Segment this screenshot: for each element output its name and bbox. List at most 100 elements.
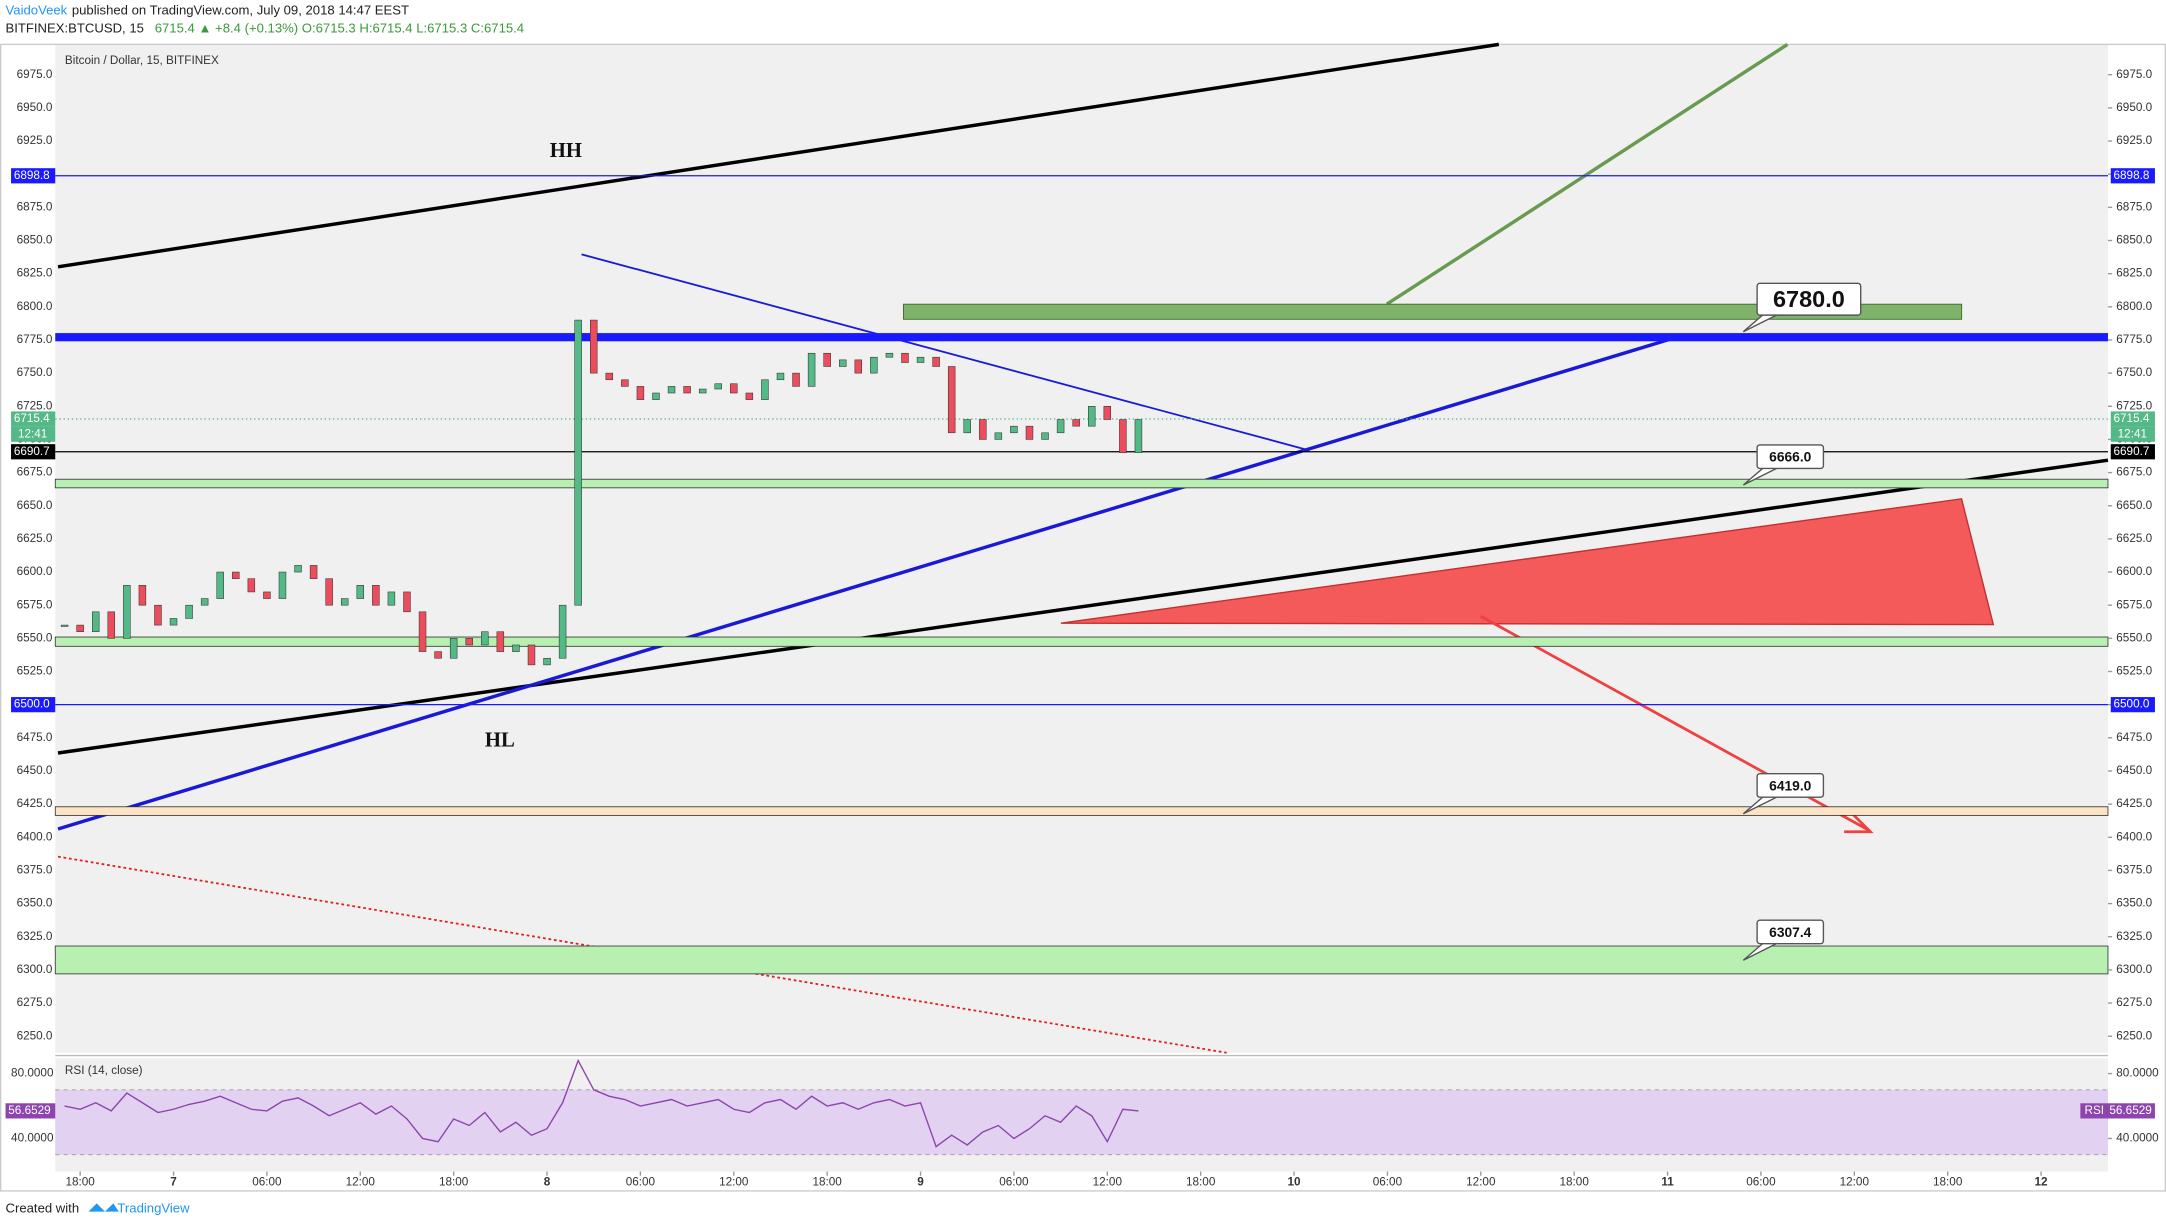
logo: [88, 1203, 119, 1212]
footer-brand[interactable]: TradingView: [117, 1200, 190, 1215]
candle: [823, 352, 831, 367]
y-tick-label: 6975.0: [17, 68, 53, 81]
x-tick-label: 12:00: [346, 1176, 376, 1189]
x-tick-label: 06:00: [626, 1176, 656, 1189]
candle: [916, 356, 925, 363]
rsi-tag-label: 56.6529: [8, 1104, 50, 1117]
annotation: HH: [550, 140, 582, 162]
y-tick-label: 6450.0: [17, 764, 53, 777]
x-tick-label: 18:00: [439, 1176, 469, 1189]
y-tick-label: 6275.0: [17, 996, 53, 1009]
y-tick-label: 6950.0: [2116, 101, 2152, 114]
callout-tail: [1742, 796, 1777, 815]
y-tick-label: 6625.0: [2116, 532, 2152, 545]
countdown-tag: [11, 426, 56, 442]
callout-label: 6666.0: [1769, 449, 1812, 465]
price-tag-label: 6898.8: [14, 169, 50, 182]
y-tick-label: 6250.0: [2116, 1029, 2152, 1042]
x-tick-label: 18:00: [1559, 1176, 1589, 1189]
y-tick-label: 6850.0: [17, 234, 53, 247]
y-tick-label: 6350.0: [2116, 897, 2152, 910]
trend-line: [581, 253, 1310, 452]
candle: [200, 598, 209, 606]
rsi-tag: [2080, 1103, 2155, 1119]
candle: [418, 611, 427, 652]
candle: [496, 631, 505, 652]
y-tick-label: 6525.0: [2116, 665, 2152, 678]
y-tick-label: 6300.0: [2116, 963, 2152, 976]
candle: [1010, 425, 1018, 434]
candle: [1025, 425, 1034, 440]
x-tick-label: 06:00: [1373, 1176, 1403, 1189]
candle: [589, 319, 598, 374]
y-tick-label: 6575.0: [2116, 598, 2152, 611]
callout-label: 6419.0: [1769, 778, 1812, 794]
y-tick-label: 6925.0: [2116, 134, 2152, 147]
x-tick-label: 06:00: [1746, 1176, 1776, 1189]
candle: [683, 386, 691, 394]
x-tick-label: 9: [917, 1176, 924, 1189]
price-tag: [2110, 411, 2155, 427]
price-tag: [11, 168, 56, 184]
candle: [123, 585, 131, 639]
candle: [185, 604, 193, 619]
candle: [403, 591, 411, 613]
price-tag: [2110, 697, 2155, 713]
candle: [839, 359, 847, 367]
candle: [263, 591, 271, 599]
candle: [247, 578, 256, 593]
candle: [885, 352, 894, 358]
y-tick-label: 6375.0: [2116, 864, 2152, 877]
candle: [154, 604, 162, 626]
x-tick-label: 12:00: [719, 1176, 749, 1189]
arrow-head: [1844, 811, 1874, 834]
candle: [994, 432, 1003, 440]
candle: [901, 352, 909, 363]
x-tick-label: 12:00: [1466, 1176, 1496, 1189]
rsi-tick-label: 40.0000: [11, 1132, 54, 1145]
price-tag-label: 6715.4: [2114, 412, 2150, 425]
candle: [558, 604, 567, 659]
countdown: 12:41: [2118, 427, 2147, 440]
candle: [232, 571, 240, 579]
y-tick-label: 6325.0: [2116, 930, 2152, 943]
candle: [979, 419, 987, 440]
candle: [309, 565, 318, 579]
trend-line: [57, 42, 1500, 269]
y-tick-label: 6825.0: [17, 267, 53, 280]
y-tick-label: 6475.0: [17, 731, 53, 744]
footer-created: Created with: [6, 1200, 80, 1215]
y-tick-label: 6300.0: [17, 963, 53, 976]
candle: [1088, 406, 1096, 427]
rsi-tick-label: 80.0000: [2116, 1067, 2159, 1080]
price-tag-label: 6690.7: [2114, 445, 2150, 458]
y-tick-label: 6750.0: [2116, 366, 2152, 379]
zone: [54, 806, 2109, 816]
candle: [807, 352, 816, 387]
candle: [1103, 406, 1112, 420]
author[interactable]: VaidoVeek: [6, 3, 68, 18]
y-tick-label: 6550.0: [2116, 631, 2152, 644]
candle: [652, 392, 660, 400]
y-tick-label: 6325.0: [17, 930, 53, 943]
candle: [169, 618, 178, 626]
frame: [0, 43, 2166, 1192]
x-tick-label: 06:00: [252, 1176, 282, 1189]
y-tick-label: 6650.0: [2116, 499, 2152, 512]
candle: [340, 598, 349, 606]
candle: [294, 565, 302, 573]
callout: [1756, 919, 1825, 945]
trend-line: [57, 334, 1682, 831]
candle: [574, 319, 582, 606]
x-tick-label: 12:00: [1093, 1176, 1123, 1189]
x-tick-label: 7: [170, 1176, 177, 1189]
y-tick-label: 6400.0: [17, 830, 53, 843]
candle: [1072, 419, 1080, 427]
candle: [387, 591, 396, 606]
y-tick-label: 6950.0: [17, 101, 53, 114]
y-tick-label: 6825.0: [2116, 267, 2152, 280]
x-tick-label: 18:00: [1186, 1176, 1216, 1189]
y-tick-label: 6750.0: [17, 366, 53, 379]
countdown-tag: [2110, 426, 2155, 442]
